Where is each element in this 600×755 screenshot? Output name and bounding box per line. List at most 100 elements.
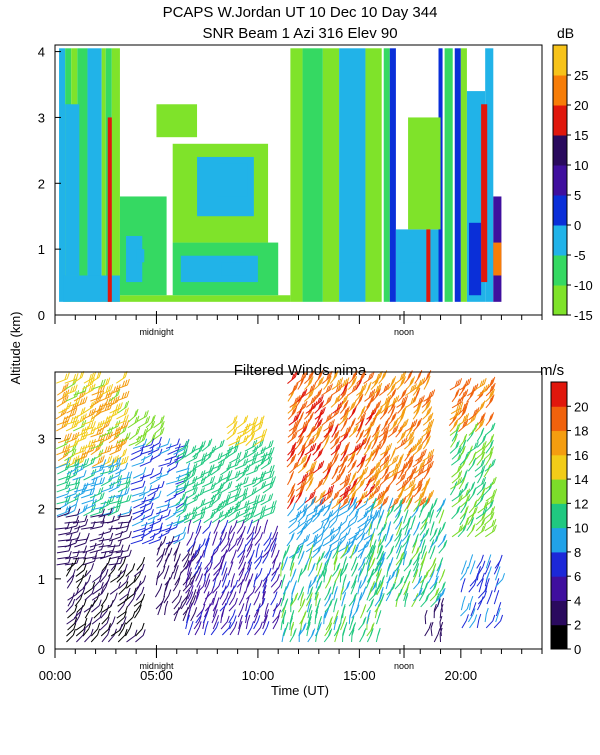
wind-barb-feather — [170, 522, 172, 528]
wind-barb-shaft — [254, 532, 259, 539]
wind-barb-shaft — [237, 526, 242, 533]
wind-barb-feather — [117, 557, 119, 563]
wind-barb — [231, 550, 236, 564]
wind-barb — [343, 604, 345, 618]
wind-barb-feather — [225, 573, 227, 579]
wind-barb-feather — [142, 587, 144, 593]
wind-barb — [56, 373, 69, 383]
wind-barb — [254, 591, 260, 605]
wind-barb-shaft — [165, 607, 166, 615]
wind-barb-feather — [269, 568, 271, 574]
wind-barb — [221, 520, 227, 534]
snr-column — [59, 48, 65, 302]
snr-colorbar-label: 10 — [574, 158, 588, 173]
wind-barb — [211, 622, 218, 635]
wind-barb-feather — [93, 494, 95, 500]
wind-barb — [175, 439, 189, 448]
wind-barb-feather — [252, 526, 254, 532]
wind-barb-feather — [159, 437, 161, 443]
wind-barb-feather — [142, 623, 144, 629]
wind-barb — [247, 520, 252, 534]
wind-barb-feather — [87, 458, 89, 464]
wind-barb — [85, 563, 93, 576]
wind-barb-feather — [167, 565, 169, 571]
wind-barb-feather — [84, 564, 86, 570]
wind-barb-feather — [75, 408, 77, 414]
wind-barb-feather — [278, 562, 280, 568]
wind-barb — [396, 371, 406, 383]
wind-barb-feather — [260, 568, 262, 574]
wind-barb-shaft — [91, 635, 97, 642]
wind-barb-shaft — [237, 544, 241, 552]
wind-barb-feather — [275, 592, 277, 598]
wind-barb-feather — [339, 534, 341, 540]
wind-barb-feather — [415, 419, 417, 425]
wind-barb-feather — [143, 557, 145, 563]
wind-barb-feather — [236, 580, 238, 586]
wind-barb — [155, 584, 161, 598]
wind-barb-shaft — [118, 605, 124, 612]
wind-barb-shaft — [188, 627, 191, 635]
wind-barb-shaft — [256, 550, 257, 558]
wind-barb — [284, 545, 290, 559]
wind-barb — [256, 598, 265, 611]
wind-barb-shaft — [131, 487, 143, 490]
wind-barb-shaft — [191, 548, 193, 556]
wind-barb — [390, 447, 396, 461]
wind-barb-feather — [78, 526, 80, 532]
wind-barb-feather — [332, 419, 334, 425]
wind-barb-shaft — [131, 450, 142, 455]
wind-barb-feather — [178, 590, 180, 596]
wind-barb — [214, 520, 220, 534]
wind-barb-feather — [225, 567, 227, 573]
wind-barb — [255, 622, 263, 635]
wind-barb-shaft — [74, 543, 85, 547]
wind-barb-feather — [396, 455, 398, 461]
wind-barb-feather — [127, 576, 129, 582]
wind-barb — [128, 593, 135, 606]
wind-barb — [299, 563, 307, 576]
wind-barb-feather — [86, 451, 88, 457]
wind-barb-feather — [208, 573, 210, 579]
wind-barb-feather — [388, 454, 390, 460]
wind-barb-shaft — [197, 586, 204, 593]
wind-barb — [376, 628, 380, 642]
wind-barb-shaft — [158, 533, 168, 538]
wind-barb-feather — [130, 471, 132, 477]
wind-barb-feather — [224, 561, 226, 567]
wind-barb — [367, 628, 373, 642]
snr-column — [87, 48, 101, 302]
wind-barb-shaft — [56, 464, 67, 468]
wind-barb — [118, 506, 132, 515]
wind-barb — [57, 383, 68, 395]
wind-barb-shaft — [133, 514, 143, 520]
wind-barb-feather — [108, 557, 110, 563]
wind-barb — [118, 594, 129, 606]
wind-barb-shaft — [67, 618, 76, 624]
wind-barb — [203, 494, 216, 505]
wind-barb-feather — [127, 391, 129, 397]
wind-barb — [284, 622, 289, 636]
snr-column — [112, 48, 120, 302]
wind-barb-shaft — [288, 509, 294, 516]
wind-barb-feather — [332, 485, 334, 491]
wind-barb-shaft — [141, 455, 151, 460]
wind-barb — [157, 566, 165, 579]
snr-panel-title: SNR Beam 1 Azi 316 Elev 90 — [202, 25, 397, 42]
wind-barb-feather — [73, 569, 75, 575]
snr-y-tick-label: 3 — [38, 110, 45, 125]
wind-barb-feather — [285, 558, 287, 564]
wind-barb-feather — [378, 612, 380, 618]
wind-barb-shaft — [212, 446, 222, 451]
wind-barb-feather — [309, 558, 311, 564]
wind-barb-feather — [121, 545, 123, 551]
wind-barb-feather — [235, 621, 237, 627]
figure-title: PCAPS W.Jordan UT 10 Dec 10 Day 344 — [163, 4, 438, 21]
wind-barb — [284, 610, 286, 624]
wind-barb-feather — [94, 408, 96, 414]
wind-barb — [131, 534, 145, 544]
wind-barb-feather — [103, 379, 105, 385]
wind-barb-feather — [404, 472, 406, 478]
wind-barb-feather — [130, 622, 132, 628]
